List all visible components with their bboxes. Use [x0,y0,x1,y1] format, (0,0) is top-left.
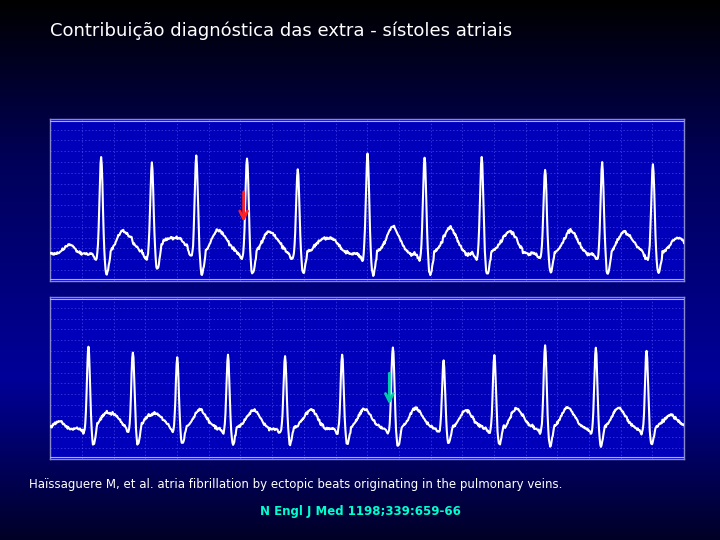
Text: Contribuição diagnóstica das extra - sístoles atriais: Contribuição diagnóstica das extra - sís… [50,22,513,40]
Text: Haïssaguere M, et al. atria fibrillation by ectopic beats originating in the pul: Haïssaguere M, et al. atria fibrillation… [29,478,562,491]
Text: N Engl J Med 1198;339:659-66: N Engl J Med 1198;339:659-66 [260,505,460,518]
